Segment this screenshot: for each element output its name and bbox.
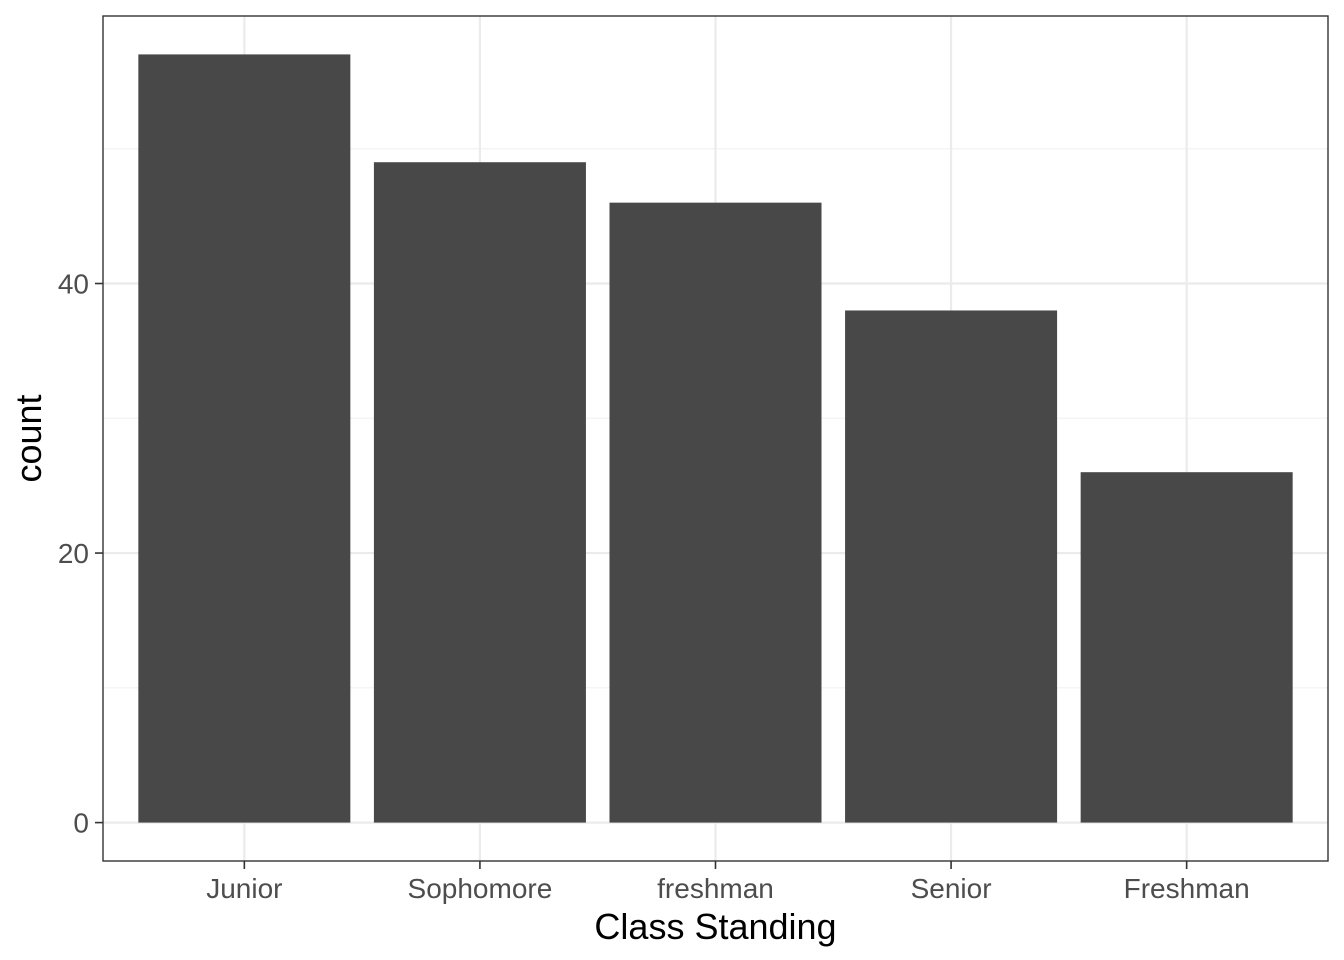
x-tick-label: Senior	[911, 873, 992, 904]
x-axis-title: Class Standing	[594, 906, 836, 947]
y-axis: 0 20 40	[58, 269, 103, 839]
y-tick-label: 40	[58, 269, 89, 300]
x-axis: Junior Sophomore freshman Senior Freshman	[206, 861, 1250, 904]
bar-sophomore	[373, 162, 586, 823]
y-axis-title: count	[8, 394, 49, 482]
x-tick-label: Sophomore	[408, 873, 553, 904]
bar-freshman	[609, 202, 822, 823]
y-tick-label: 0	[73, 808, 89, 839]
bar-junior	[138, 54, 351, 823]
bars	[138, 54, 1293, 823]
bar-senior	[845, 310, 1058, 823]
bar-freshman	[1080, 472, 1293, 823]
y-tick-label: 20	[58, 538, 89, 569]
x-tick-label: Junior	[206, 873, 282, 904]
x-tick-label: freshman	[657, 873, 774, 904]
x-tick-label: Freshman	[1124, 873, 1250, 904]
